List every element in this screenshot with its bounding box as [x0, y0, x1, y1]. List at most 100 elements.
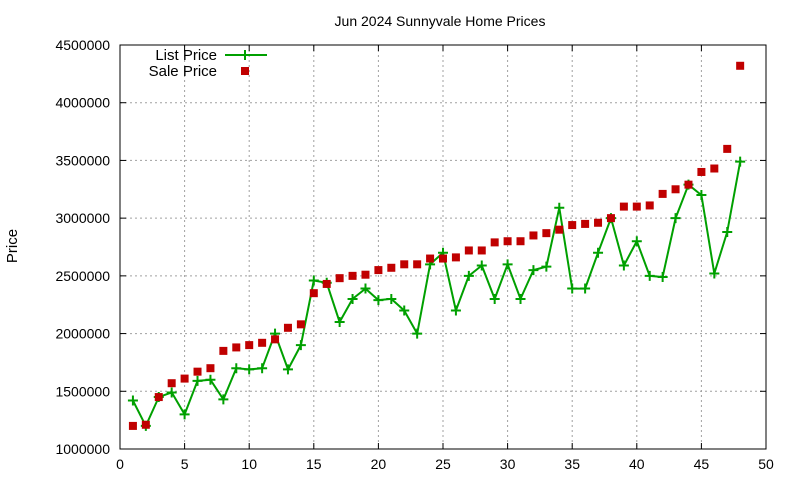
sale-price-point [490, 238, 499, 247]
list-price-point [179, 409, 190, 420]
sale-price-point [309, 289, 318, 298]
list-price-point [567, 283, 578, 294]
x-tick-label: 35 [564, 456, 580, 472]
sale-price-point [581, 219, 590, 228]
y-tick-label: 1500000 [55, 383, 110, 399]
sale-price-point [658, 189, 667, 198]
sale-price-point [594, 218, 603, 227]
list-price-point [360, 283, 371, 294]
grid-lines [120, 45, 766, 449]
y-tick-label: 4500000 [55, 37, 110, 53]
sale-price-point [671, 185, 680, 194]
sale-price-point [684, 180, 693, 189]
sale-price-point [723, 144, 732, 153]
list-price-point [166, 387, 177, 398]
sale-price-point [477, 246, 486, 255]
sale-price-point [271, 335, 280, 344]
list-price-point [127, 395, 138, 406]
sale-price-point [167, 379, 176, 388]
list-price-point [386, 293, 397, 304]
x-tick-label: 50 [758, 456, 774, 472]
list-price-point [735, 156, 746, 167]
x-tick-label: 40 [629, 456, 645, 472]
sale-price-point [348, 271, 357, 280]
list-price-point [450, 305, 461, 316]
list-price-point [244, 364, 255, 375]
sale-price-point [645, 201, 654, 210]
legend-label-sale-price: Sale Price [149, 63, 217, 80]
list-price-point [308, 275, 319, 286]
list-price-point [347, 293, 358, 304]
sale-price-point [154, 393, 163, 402]
sale-price-point [710, 164, 719, 173]
list-price-point [373, 295, 384, 306]
sale-price-point [180, 374, 189, 383]
list-price-point [399, 305, 410, 316]
sale-price-point [413, 260, 422, 269]
sale-price-point [322, 279, 331, 288]
list-price-point [644, 270, 655, 281]
sale-price-point [542, 229, 551, 238]
list-price-point [476, 260, 487, 271]
series-layer [127, 61, 746, 431]
y-tick-label: 3000000 [55, 210, 110, 226]
x-tick-label: 0 [116, 456, 124, 472]
list-price-point [631, 236, 642, 247]
x-tick-label: 30 [500, 456, 516, 472]
sale-price-point [335, 274, 344, 283]
list-price-point [657, 272, 668, 283]
sale-price-point [245, 341, 254, 350]
y-tick-label: 2000000 [55, 326, 110, 342]
sale-price-point [555, 225, 564, 234]
list-price-point [205, 374, 216, 385]
x-tick-label: 45 [694, 456, 710, 472]
sale-price-point [736, 61, 745, 70]
sale-price-point [529, 231, 538, 240]
sale-price-point [374, 266, 383, 275]
sale-price-point [206, 364, 215, 373]
list-price-point [618, 260, 629, 271]
list-price-point [463, 270, 474, 281]
y-tick-label: 4000000 [55, 95, 110, 111]
sale-price-point [568, 221, 577, 230]
sale-price-point [426, 254, 435, 263]
chart-title: Jun 2024 Sunnyvale Home Prices [335, 13, 546, 29]
list-price-point [696, 190, 707, 201]
legend-label-list-price: List Price [155, 47, 217, 64]
list-price-line [132, 161, 742, 427]
legend-marker-list-price [240, 50, 250, 60]
list-price-point [554, 202, 565, 213]
sale-price-point [296, 320, 305, 329]
sale-price-point [232, 343, 241, 352]
list-price-point [412, 328, 423, 339]
sale-price-point [141, 420, 150, 429]
sale-price-point [697, 167, 706, 176]
list-price-point [334, 317, 345, 328]
legend-marker-sale-price [241, 67, 249, 75]
sale-price-point [451, 253, 460, 262]
list-price-point [192, 375, 203, 386]
x-tick-label: 25 [435, 456, 451, 472]
list-price-point [231, 363, 242, 374]
sale-price-point [516, 237, 525, 246]
sale-price-point [632, 202, 641, 211]
sale-price-point [193, 367, 202, 376]
list-price-point [502, 259, 513, 270]
sale-price-point [128, 421, 137, 430]
y-tick-label: 2500000 [55, 268, 110, 284]
sale-price-point [503, 237, 512, 246]
list-price-point [528, 265, 539, 276]
sale-price-point [283, 323, 292, 332]
list-price-point [593, 247, 604, 258]
x-tick-label: 20 [371, 456, 387, 472]
sale-price-point [258, 338, 267, 347]
list-price-point [580, 283, 591, 294]
list-price-point [709, 268, 720, 279]
sale-price-point [619, 202, 628, 211]
x-tick-label: 5 [181, 456, 189, 472]
sale-price-point [606, 214, 615, 223]
list-price-point [257, 363, 268, 374]
sale-price-point [400, 260, 409, 269]
list-price-point [218, 394, 229, 405]
